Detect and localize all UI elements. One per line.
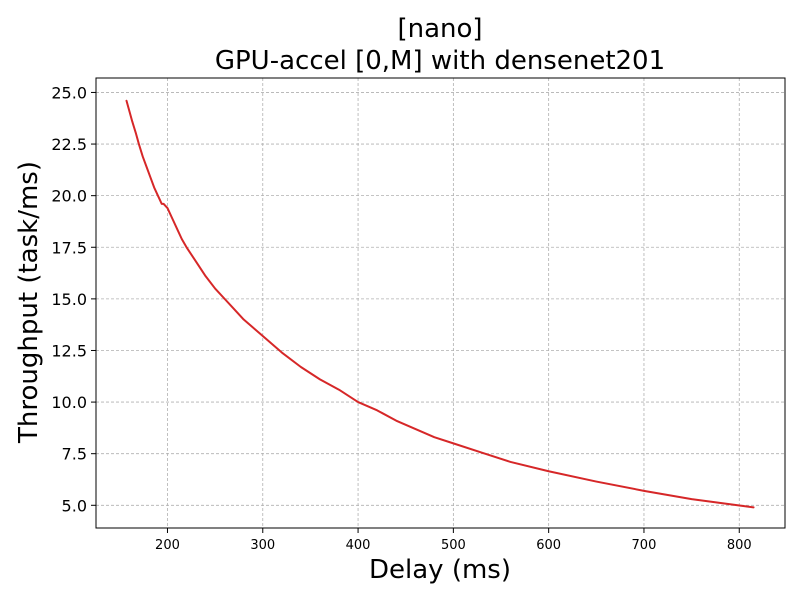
y-tick-label: 22.5 (51, 135, 87, 154)
y-tick-label: 17.5 (51, 238, 87, 257)
y-tick-label: 15.0 (51, 290, 87, 309)
series-line (125, 99, 755, 509)
x-tick-label: 200 (155, 538, 180, 553)
x-tick-label: 600 (536, 538, 561, 553)
x-tick-label: 300 (250, 538, 275, 553)
x-tick-label: 400 (346, 538, 371, 553)
x-axis-label: Delay (ms) (369, 555, 511, 585)
y-tick-label: 10.0 (51, 393, 87, 412)
y-axis-label: Throughput (task/ms) (14, 161, 44, 444)
y-tick-label: 12.5 (51, 341, 87, 360)
y-tick-label: 20.0 (51, 187, 87, 206)
y-tick-label: 7.5 (62, 445, 87, 464)
x-tick-label: 700 (632, 538, 657, 553)
x-tick-label: 500 (441, 538, 466, 553)
y-tick-label: 25.0 (51, 83, 87, 102)
grid (96, 78, 785, 528)
y-tick-label: 5.0 (62, 496, 87, 515)
ticks: 200 300 400 500 600 700 800 5.0 7.5 10.0 12.5 15.0 1… (51, 83, 751, 553)
axes-frame (95, 77, 786, 529)
chart-title-line-1: [nano] (397, 14, 482, 44)
chart-title-line-2: GPU-accel [0,M] with densenet201 (215, 46, 665, 76)
x-tick-label: 800 (727, 538, 752, 553)
series-layer (125, 99, 755, 509)
